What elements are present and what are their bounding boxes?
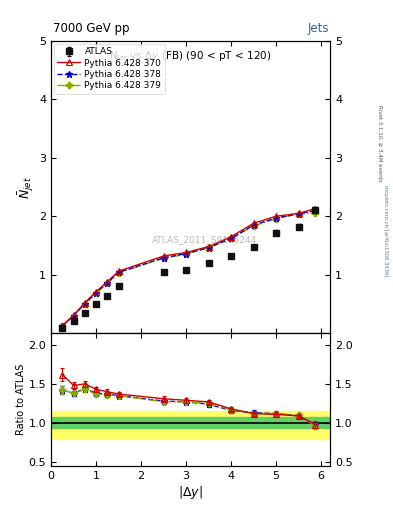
Y-axis label: $\bar{N}_{jet}$: $\bar{N}_{jet}$ (17, 176, 36, 199)
Bar (51, 417, 330, 429)
Bar (51, 411, 330, 439)
Text: mcplots.cern.ch [arXiv:1306.3436]: mcplots.cern.ch [arXiv:1306.3436] (383, 185, 387, 276)
Text: 7000 GeV pp: 7000 GeV pp (53, 22, 130, 35)
Legend: ATLAS, Pythia 6.428 370, Pythia 6.428 378, Pythia 6.428 379: ATLAS, Pythia 6.428 370, Pythia 6.428 37… (54, 44, 165, 94)
Text: Jets: Jets (308, 22, 329, 35)
Text: Rivet 3.1.10, ≥ 3.4M events: Rivet 3.1.10, ≥ 3.4M events (377, 105, 382, 182)
Text: ATLAS_2011_S9126244: ATLAS_2011_S9126244 (152, 235, 257, 244)
X-axis label: |$\Delta y$|: |$\Delta y$| (178, 483, 203, 501)
Text: N$_{jet}$ vs $\Delta y$ (FB) (90 < pT < 120): N$_{jet}$ vs $\Delta y$ (FB) (90 < pT < … (109, 50, 272, 64)
Y-axis label: Ratio to ATLAS: Ratio to ATLAS (16, 364, 26, 435)
